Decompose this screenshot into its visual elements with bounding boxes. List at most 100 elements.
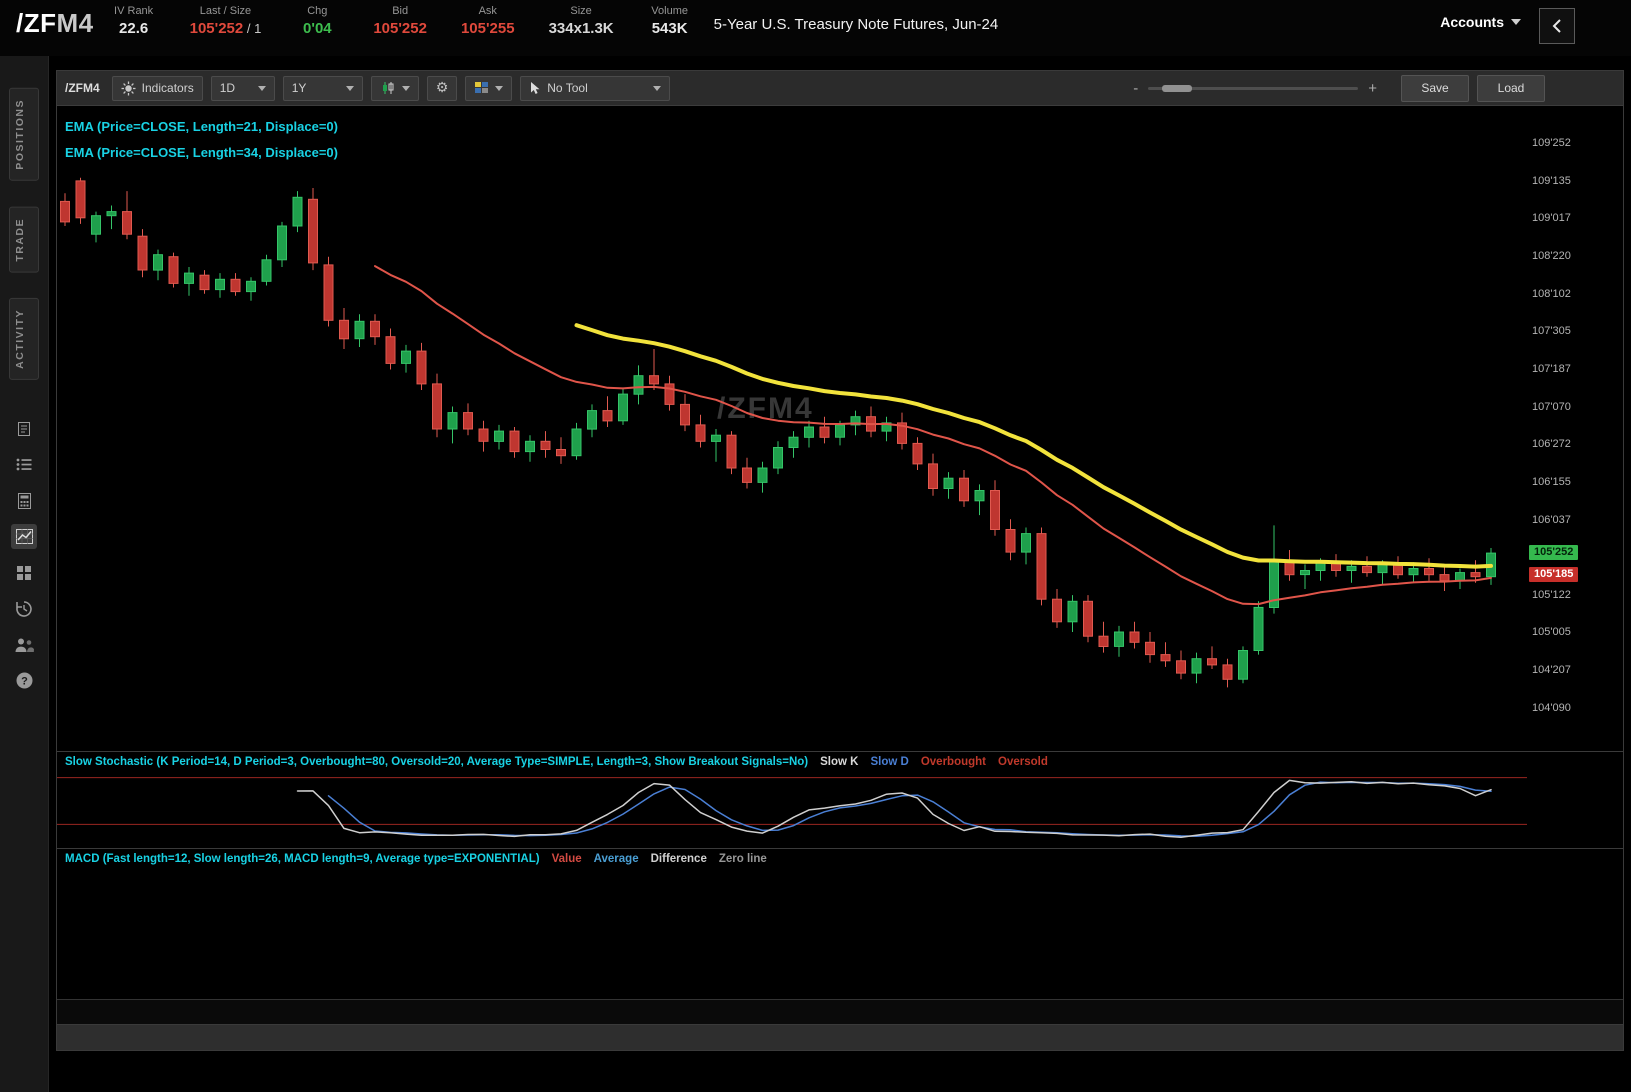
left-sidebar: POSITIONS TRADE ACTIVITY ? xyxy=(0,56,49,1092)
sidebar-tabs: POSITIONS TRADE ACTIVITY xyxy=(0,56,48,381)
zoom-slider[interactable] xyxy=(1148,84,1359,92)
macd-study-label: MACD (Fast length=12, Slow length=26, MA… xyxy=(65,853,540,865)
range-dropdown[interactable]: 1Y xyxy=(282,75,363,101)
legend-overbought: Overbought xyxy=(920,756,986,768)
zoom-slider-handle[interactable] xyxy=(1162,84,1193,92)
watchlist-icon[interactable] xyxy=(11,452,37,477)
price-tick: 104'090 xyxy=(1532,701,1571,714)
quote-field-size: Size 334x1.3K xyxy=(548,5,614,37)
legend-average: Average xyxy=(593,853,639,865)
zoom-out-button[interactable]: - xyxy=(1133,79,1139,97)
timeframe-dropdown[interactable]: 1D xyxy=(210,75,275,101)
quote-field-ask: Ask 105'255 xyxy=(460,5,515,37)
calculator-icon[interactable] xyxy=(11,488,37,513)
chart-settings-button[interactable]: ⚙ xyxy=(426,75,458,101)
study-labels: EMA (Price=CLOSE, Length=21, Displace=0)… xyxy=(65,114,338,166)
indicators-button[interactable]: Indicators xyxy=(111,75,203,101)
quote-field-volume: Volume 543K xyxy=(651,5,688,37)
sidebar-tab-activity[interactable]: ACTIVITY xyxy=(9,298,39,381)
legend-value: Value xyxy=(551,853,582,865)
candlestick-chart-icon xyxy=(382,82,394,94)
sidebar-tab-trade[interactable]: TRADE xyxy=(9,206,39,273)
bid-price-badge: 105'185 xyxy=(1529,566,1579,582)
report-icon[interactable] xyxy=(11,416,37,441)
legend-zero-line: Zero line xyxy=(718,853,767,865)
price-tick: 109'135 xyxy=(1532,174,1571,187)
symbol-title: /ZFM4 xyxy=(16,8,94,38)
zoom-control: - + xyxy=(1133,80,1377,97)
load-button[interactable]: Load xyxy=(1477,74,1545,102)
price-tick: 109'017 xyxy=(1532,212,1571,225)
cursor-icon xyxy=(531,82,540,94)
stochastic-panel: Slow Stochastic (K Period=14, D Period=3… xyxy=(57,751,1623,848)
chart-symbol-label: /ZFM4 xyxy=(65,81,100,95)
svg-text:/ZFM4: /ZFM4 xyxy=(717,392,814,425)
quote-field-chg: Chg 0'04 xyxy=(303,5,332,37)
price-tick: 109'252 xyxy=(1532,137,1571,150)
price-tick: 105'122 xyxy=(1532,588,1571,601)
price-tick: 106'037 xyxy=(1532,513,1571,526)
gear-icon: ⚙ xyxy=(435,80,449,96)
quote-field-last-size: Last / Size 105'252 / 1 xyxy=(189,5,262,37)
price-tick: 107'305 xyxy=(1532,325,1571,338)
collapse-panel-button[interactable] xyxy=(1539,8,1575,44)
help-icon[interactable]: ? xyxy=(11,668,37,693)
chevron-down-icon xyxy=(495,85,504,91)
price-tick: 108'220 xyxy=(1532,249,1571,262)
chevron-left-icon xyxy=(1552,19,1561,33)
last-price-badge: 105'252 xyxy=(1529,545,1579,561)
instrument-description: 5-Year U.S. Treasury Note Futures, Jun-2… xyxy=(713,16,999,33)
grid-layout-icon xyxy=(475,82,489,93)
dashboard-icon[interactable] xyxy=(11,560,37,585)
price-tick: 107'070 xyxy=(1532,400,1571,413)
chart-icon[interactable] xyxy=(11,524,37,550)
sidebar-tab-positions[interactable]: POSITIONS xyxy=(9,88,39,181)
chart-module: /ZFM4 Indicators 1D 1Y xyxy=(56,70,1624,1051)
quote-fields: IV Rank 22.6 Last / Size 105'252 / 1 Chg 0'04… xyxy=(112,4,692,38)
macd-axis xyxy=(1527,849,1623,999)
price-chart-canvas[interactable]: /ZFM4 xyxy=(57,106,1527,751)
zoom-in-button[interactable]: + xyxy=(1368,79,1377,97)
accounts-label: Accounts xyxy=(1440,14,1504,30)
stochastic-canvas[interactable] xyxy=(57,752,1527,848)
time-axis xyxy=(57,999,1623,1024)
chart-toolbar: /ZFM4 Indicators 1D 1Y xyxy=(57,71,1623,106)
chart-type-dropdown[interactable] xyxy=(370,75,419,101)
price-tick: 105'005 xyxy=(1532,626,1571,639)
accounts-button[interactable]: Accounts xyxy=(1440,14,1521,30)
price-chart-panel: /ZFM4 EMA (Price=CLOSE, Length=21, Displ… xyxy=(57,106,1623,751)
chevron-down-icon xyxy=(1511,19,1521,25)
quote-field-iv-rank: IV Rank 22.6 xyxy=(114,5,154,37)
drawing-tool-dropdown[interactable]: No Tool xyxy=(520,75,671,101)
price-tick: 106'155 xyxy=(1532,475,1571,488)
price-tick: 106'272 xyxy=(1532,438,1571,451)
quote-field-bid: Bid 105'252 xyxy=(373,5,427,37)
history-icon[interactable] xyxy=(11,596,37,621)
price-axis: 109'252 109'135 109'017 108'220 108'102 107'3… xyxy=(1527,106,1623,751)
legend-oversold: Oversold xyxy=(998,756,1048,768)
studies-icon xyxy=(121,81,136,95)
stochastic-study-label: Slow Stochastic (K Period=14, D Period=3… xyxy=(65,756,809,768)
sidebar-icons: ? xyxy=(0,416,48,693)
macd-label-row: MACD (Fast length=12, Slow length=26, MA… xyxy=(65,853,767,865)
chevron-down-icon xyxy=(653,85,662,91)
ema21-study-label: EMA (Price=CLOSE, Length=21, Displace=0) xyxy=(65,119,338,134)
price-tick: 107'187 xyxy=(1532,362,1571,375)
chevron-down-icon xyxy=(401,85,410,91)
stochastic-label-row: Slow Stochastic (K Period=14, D Period=3… xyxy=(65,756,1048,768)
save-button[interactable]: Save xyxy=(1401,74,1469,102)
layout-grid-dropdown[interactable] xyxy=(465,75,513,101)
price-tick: 108'102 xyxy=(1532,287,1571,300)
community-icon[interactable] xyxy=(11,632,37,657)
chevron-down-icon xyxy=(257,85,266,91)
macd-panel: MACD (Fast length=12, Slow length=26, MA… xyxy=(57,848,1623,999)
quote-header: /ZFM4 IV Rank 22.6 Last / Size 105'252 / 1 C… xyxy=(0,0,1631,56)
price-tick: 104'207 xyxy=(1532,664,1571,677)
legend-slow-d: Slow D xyxy=(870,756,909,768)
stochastic-axis xyxy=(1527,752,1623,848)
svg-text:?: ? xyxy=(21,676,28,688)
ema34-study-label: EMA (Price=CLOSE, Length=34, Displace=0) xyxy=(65,145,338,160)
macd-canvas[interactable] xyxy=(57,849,1527,999)
horizontal-scrollbar[interactable] xyxy=(57,1024,1623,1050)
